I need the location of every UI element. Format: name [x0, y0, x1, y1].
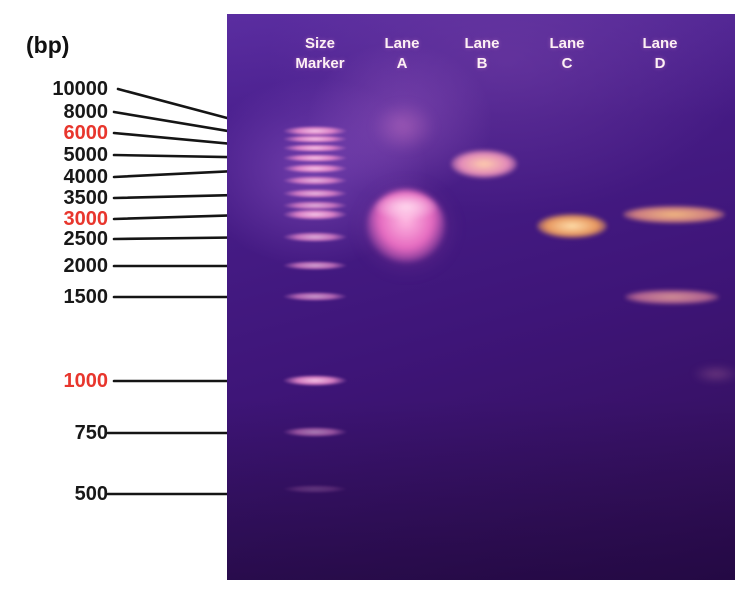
marker-band: [278, 144, 352, 152]
marker-band: [278, 135, 352, 143]
marker-band: [278, 176, 352, 185]
ladder-label-10000: 10000: [52, 78, 108, 100]
marker-band: [278, 126, 352, 136]
marker-band: [278, 209, 352, 220]
ladder-label-3500: 3500: [63, 187, 109, 209]
marker-band: [278, 427, 352, 437]
lane-header-size-marker: Size Marker: [285, 34, 355, 74]
ladder-label-8000: 8000: [63, 101, 109, 123]
lane-header-line2: C: [561, 55, 573, 72]
ladder-label-750: 750: [74, 422, 108, 444]
ladder-label-5000: 5000: [63, 144, 109, 166]
marker-band: [278, 201, 352, 210]
lane-header-line2: B: [476, 55, 488, 72]
lane-b-band: [451, 150, 517, 178]
lane-header-c: Lane C: [532, 34, 602, 74]
ladder-label-500: 500: [74, 483, 108, 505]
ladder-label-4000: 4000: [63, 166, 109, 188]
lane-header-b: Lane B: [447, 34, 517, 74]
ladder-label-3000: 3000: [63, 208, 109, 230]
lane-d-upper-band: [623, 206, 725, 223]
lane-header-d: Lane D: [625, 34, 695, 74]
ladder-label-1000: 1000: [63, 370, 109, 392]
marker-band: [278, 292, 352, 301]
size-annotation-panel: (bp) 10000 8000 6000 5000 4000 3500 3000…: [0, 0, 227, 598]
lane-header-line1: Lane: [642, 35, 678, 52]
lane-header-line2: A: [396, 55, 408, 72]
gel-photo: Size Marker Lane A Lane B Lane C Lane D: [227, 14, 735, 580]
marker-band: [278, 189, 352, 198]
lane-header-line1: Lane: [464, 35, 500, 52]
marker-band: [278, 375, 352, 386]
marker-band: [278, 261, 352, 270]
marker-band: [278, 232, 352, 242]
marker-band: [278, 485, 352, 493]
lane-header-a: Lane A: [367, 34, 437, 74]
ladder-label-1500: 1500: [63, 286, 109, 308]
marker-band: [278, 164, 352, 173]
lane-header-line1: Size: [304, 35, 335, 52]
lane-header-line1: Lane: [549, 35, 585, 52]
lane-a-upper-smear: [373, 102, 435, 152]
ladder-label-2500: 2500: [63, 228, 109, 250]
marker-band: [278, 154, 352, 162]
lane-header-line2: D: [654, 55, 666, 72]
lane-a-band-highlight: [375, 194, 437, 220]
ladder-label-6000: 6000: [63, 122, 109, 144]
lane-d-lower-band: [625, 290, 719, 304]
lane-header-line1: Lane: [384, 35, 420, 52]
ladder-label-2000: 2000: [63, 255, 109, 277]
lane-header-line2: Marker: [295, 55, 345, 72]
lane-d-faint-smudge: [693, 366, 735, 382]
lane-c-band: [537, 214, 607, 238]
bp-unit-label: (bp): [26, 32, 70, 58]
